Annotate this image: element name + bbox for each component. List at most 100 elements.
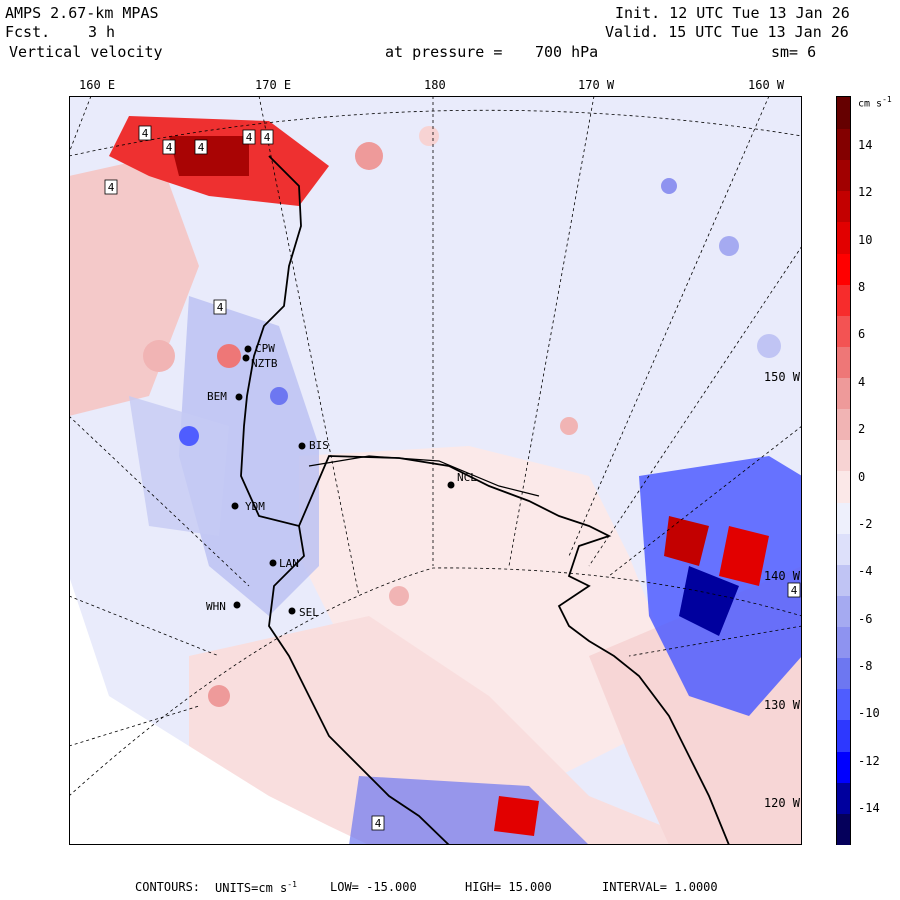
valid-time: Valid. 15 UTC Tue 13 Jan 26 — [605, 23, 849, 41]
coastline — [240, 155, 730, 845]
lat-label-130w: 130 W — [764, 698, 801, 712]
ice-shelf-edge — [308, 455, 540, 497]
station-lan[interactable]: LAN — [269, 557, 299, 570]
svg-text:4: 4 — [791, 584, 798, 597]
colorbar-segment — [837, 595, 850, 627]
init-time: Init. 12 UTC Tue 13 Jan 26 — [615, 4, 850, 22]
contours-label: CONTOURS: — [135, 880, 201, 894]
station-nztb[interactable]: NZTB — [242, 354, 278, 371]
blob — [270, 387, 288, 405]
blob — [179, 426, 199, 446]
coastline-west — [268, 525, 450, 845]
contour-interval: INTERVAL= 1.0000 — [602, 880, 718, 894]
colorbar-segment — [837, 159, 850, 192]
colorbar-segment — [837, 252, 850, 285]
colorbar-segment — [837, 812, 850, 845]
colorbar-tick-label: 6 — [858, 327, 866, 342]
colorbar-units: cm s-1 — [858, 95, 892, 110]
colorbar-tick-label: -8 — [858, 658, 873, 673]
svg-text:4: 4 — [198, 141, 205, 154]
field-name: Vertical velocity — [9, 43, 163, 61]
smoothing-label: sm= 6 — [771, 43, 817, 61]
forecast-label: Fcst. — [5, 23, 51, 41]
no-data-region — [69, 576, 369, 845]
blob — [208, 685, 230, 707]
station-bem[interactable]: BEM — [207, 390, 243, 403]
pressure-level: 700 hPa — [535, 43, 599, 61]
pressure-label: at pressure = — [385, 43, 503, 61]
colorbar-segment — [837, 657, 850, 690]
vertical-velocity-map: 4 4 4 4 4 4 4 4 4 CPW NZTB BEM BIS NCL Y… — [69, 96, 802, 845]
east-wave-red-2 — [719, 526, 769, 586]
colorbar-segment — [837, 439, 850, 472]
colorbar-segment — [837, 719, 850, 752]
blob — [355, 142, 383, 170]
svg-text:4: 4 — [264, 131, 271, 144]
colorbar-segment — [837, 781, 850, 814]
colorbar-segment — [837, 377, 850, 410]
colorbar-tick-label: 12 — [858, 185, 873, 200]
station-ydm[interactable]: YDM — [231, 500, 266, 513]
forecast-hour: 3 h — [88, 23, 116, 41]
lon-label-170w: 170 W — [578, 78, 615, 92]
lon-label-170e: 170 E — [255, 78, 292, 92]
station-sel[interactable]: SEL — [288, 606, 320, 619]
colorbar-segment — [837, 501, 850, 534]
colorbar-segment — [837, 221, 850, 254]
meridian-170e — [258, 96, 360, 597]
contour-box-label: 4 — [260, 129, 274, 145]
colorbar-segment — [837, 626, 850, 659]
southern-pink-field — [189, 616, 709, 845]
svg-text:BEM: BEM — [207, 390, 227, 403]
meridian-130e — [69, 705, 200, 747]
parallel-middle — [69, 567, 802, 797]
colorbar-segment — [837, 750, 850, 783]
lon-label-180: 180 — [424, 78, 446, 92]
contour-box-label: 4 — [138, 125, 152, 141]
lat-label-140w: 140 W — [764, 569, 801, 583]
colorbar-tick-label: -4 — [858, 564, 873, 579]
interior-blue-patch — [129, 396, 229, 536]
svg-text:NZTB: NZTB — [251, 357, 278, 370]
coastal-blue-band — [179, 296, 319, 616]
meridian-150e — [69, 415, 250, 587]
east-wave-dark-blue — [679, 566, 739, 636]
colorbar-tick-label: 2 — [858, 422, 866, 437]
svg-text:BIS: BIS — [309, 439, 329, 452]
svg-text:4: 4 — [246, 131, 253, 144]
blob — [719, 236, 739, 256]
colorbar — [836, 96, 851, 845]
svg-text:SEL: SEL — [299, 606, 319, 619]
lon-label-160e: 160 E — [79, 78, 116, 92]
colorbar-segment — [837, 97, 850, 129]
station-ncl[interactable]: NCL — [447, 471, 478, 489]
station-whn[interactable]: WHN — [206, 600, 241, 613]
svg-text:LAN: LAN — [279, 557, 299, 570]
blob — [389, 586, 409, 606]
meridian-140e — [69, 595, 220, 657]
svg-text:YDM: YDM — [245, 500, 265, 513]
lat-label-150w: 150 W — [764, 370, 801, 384]
colorbar-tick-label: -10 — [858, 706, 880, 721]
blob — [661, 178, 677, 194]
colorbar-tick-label: 10 — [858, 232, 873, 247]
meridian-150w — [588, 245, 802, 567]
blob — [217, 344, 241, 368]
contour-box-label: 4 — [104, 179, 118, 195]
northwest-pink-field — [69, 156, 199, 416]
colorbar-tick-label: -6 — [858, 611, 873, 626]
svg-text:4: 4 — [217, 301, 224, 314]
svg-text:WHN: WHN — [206, 600, 226, 613]
colorbar-tick-label: -14 — [858, 801, 880, 815]
station-bis[interactable]: BIS — [298, 439, 329, 452]
meridian-140w — [608, 425, 802, 577]
station-cpw[interactable]: CPW — [244, 342, 276, 355]
blob — [419, 126, 439, 146]
svg-text:4: 4 — [375, 817, 382, 830]
colorbar-segment — [837, 470, 850, 503]
colorbar-tick-label: 8 — [858, 280, 866, 295]
colorbar-segment — [837, 314, 850, 347]
contour-units: UNITS=cm s-1 — [215, 880, 297, 895]
colorbar-tick-label: 14 — [858, 138, 873, 152]
colorbar-segment — [837, 283, 850, 316]
